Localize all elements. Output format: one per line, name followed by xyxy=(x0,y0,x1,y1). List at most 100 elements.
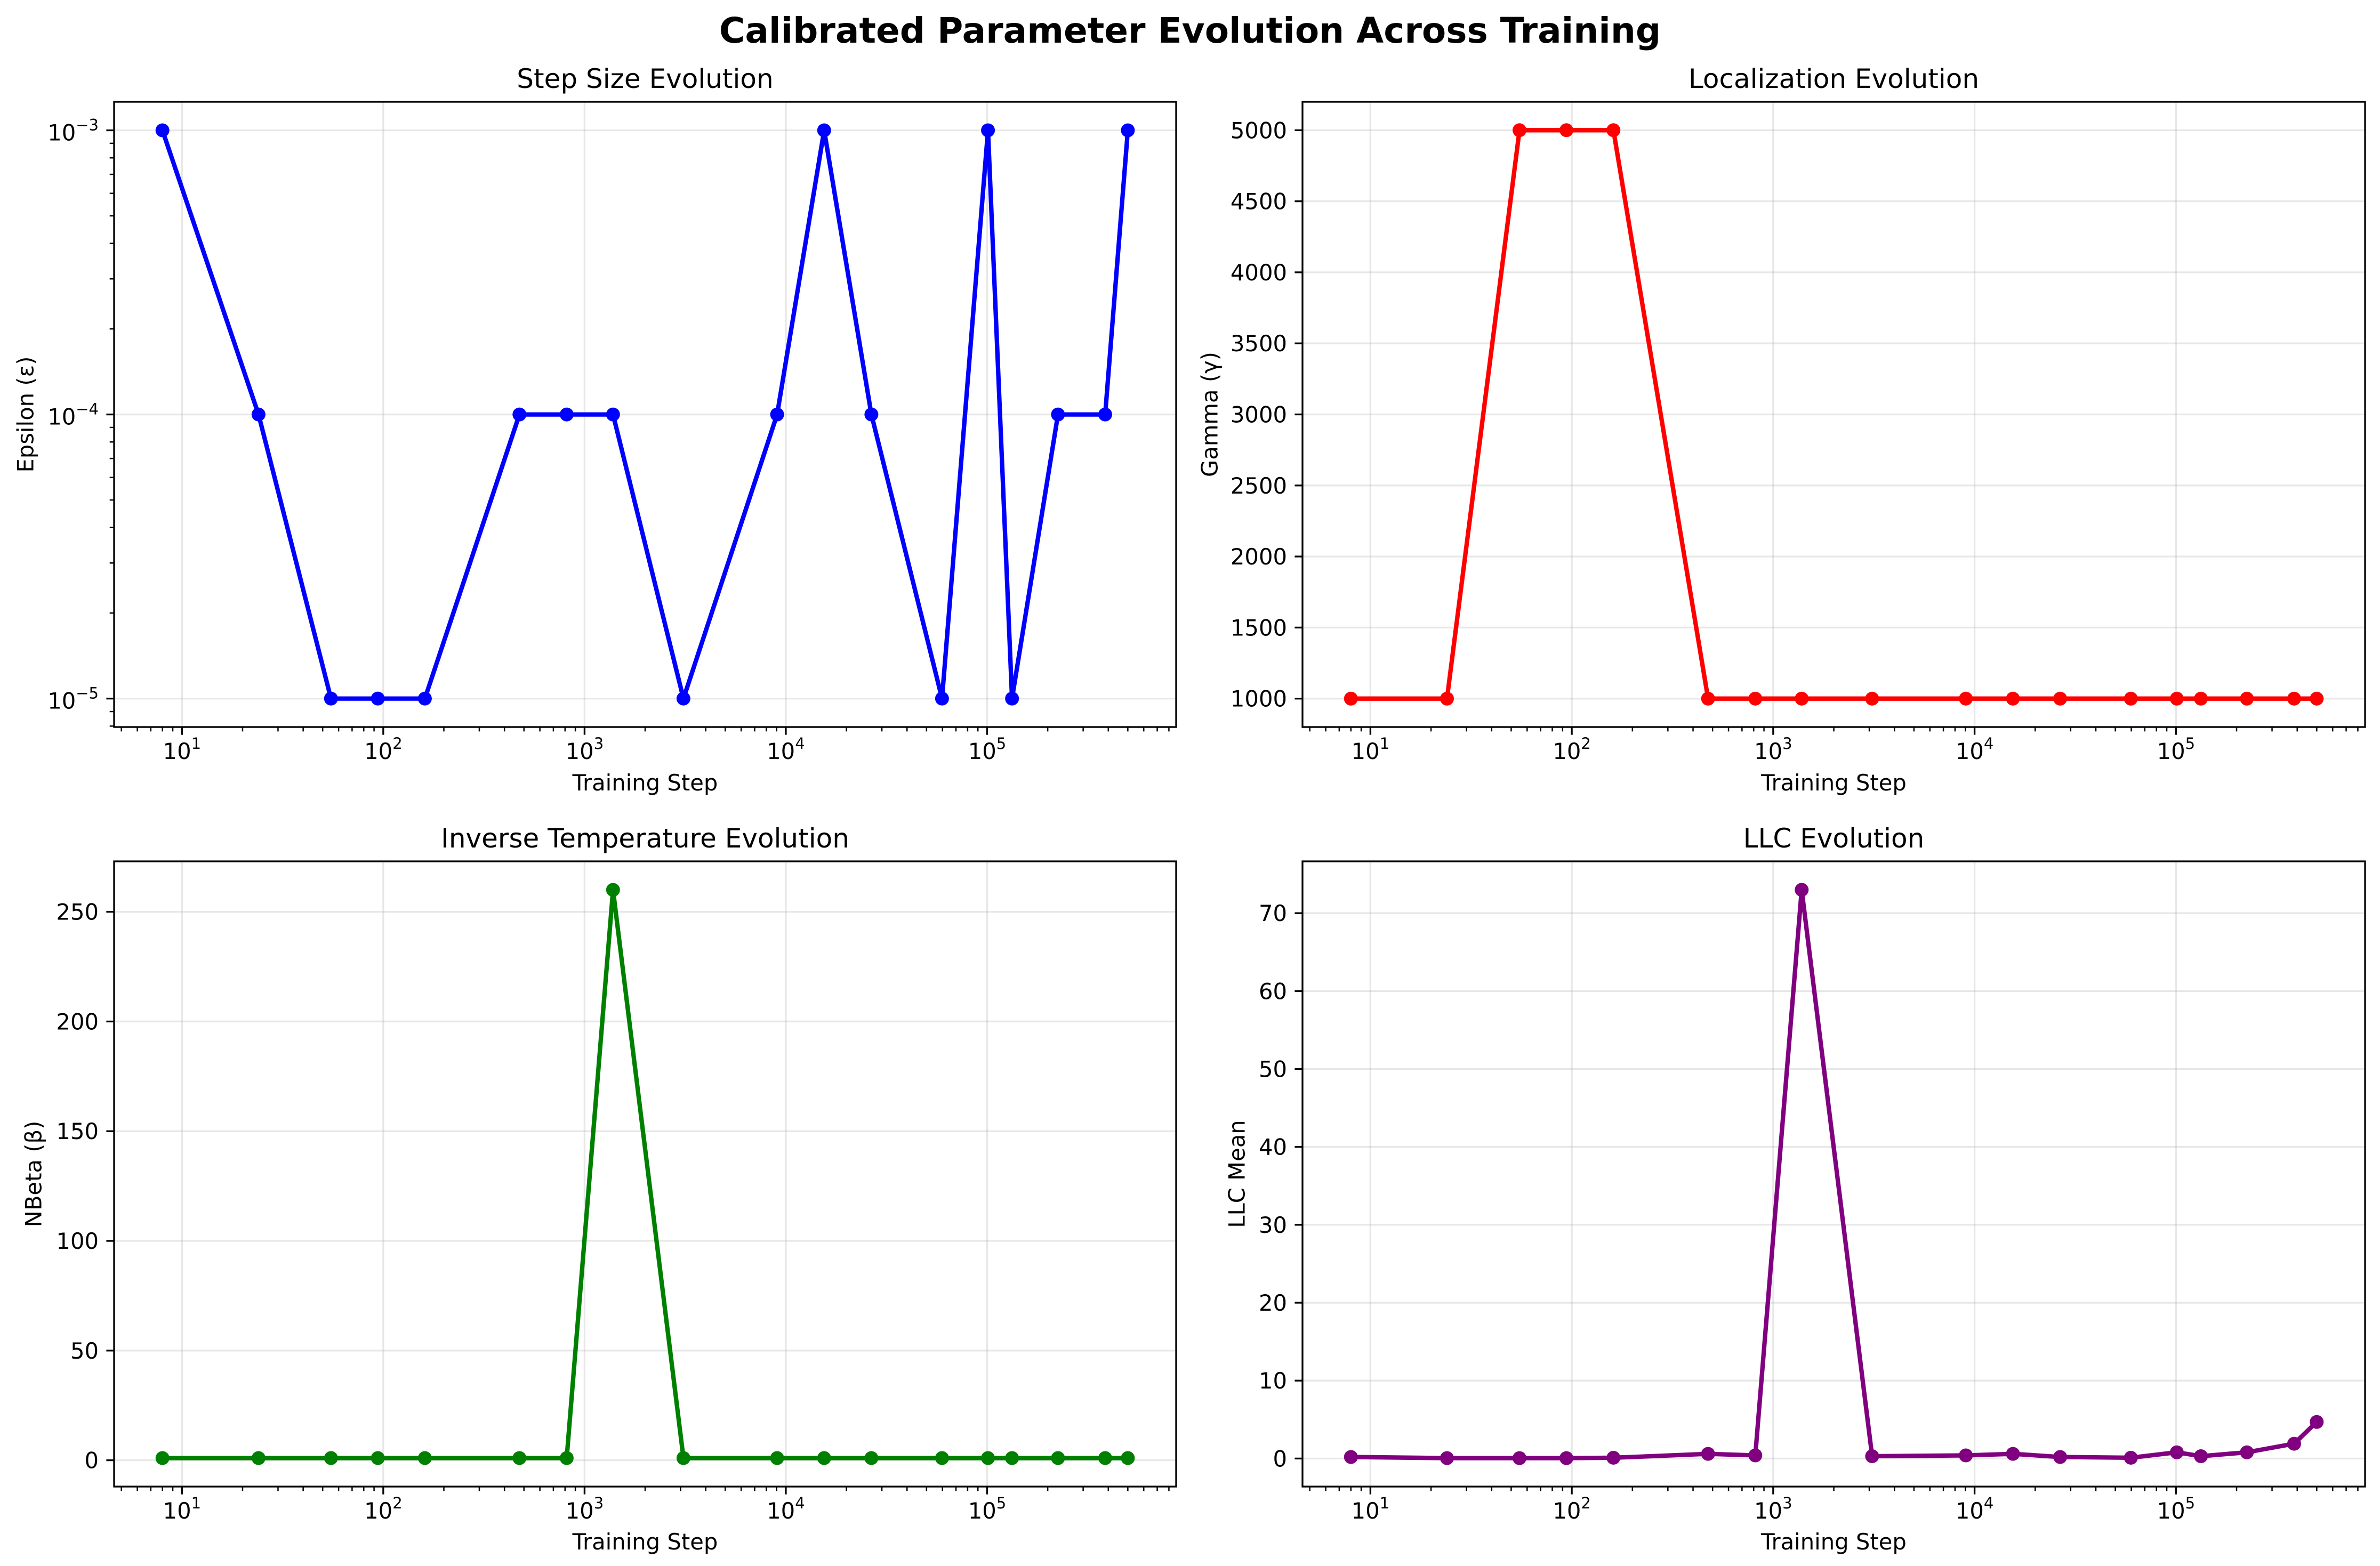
data-point xyxy=(1121,123,1135,138)
y-tick-label-base: 10 xyxy=(47,688,76,714)
data-point xyxy=(1606,1450,1621,1465)
x-tick-label-exponent: 4 xyxy=(795,734,805,753)
y-tick-label-exponent: −5 xyxy=(76,684,99,703)
x-tick-label-base: 10 xyxy=(968,1498,996,1524)
y-tick-label: 0 xyxy=(84,1448,99,1474)
data-point xyxy=(2169,1445,2184,1459)
data-point xyxy=(1795,691,1809,706)
y-tick-label: 3500 xyxy=(1231,330,1287,357)
data-point xyxy=(1098,407,1112,422)
series xyxy=(155,883,1135,1465)
x-tick-label: 103 xyxy=(566,734,604,764)
x-tick-label-exponent: 1 xyxy=(191,734,201,753)
data-point xyxy=(1051,1451,1065,1465)
y-tick-label-exponent: −3 xyxy=(76,116,99,134)
x-tick-label-exponent: 3 xyxy=(594,1494,604,1512)
data-point xyxy=(1559,123,1573,138)
x-tick-label-exponent: 1 xyxy=(1380,1494,1389,1512)
subplot-title: Step Size Evolution xyxy=(517,63,773,94)
x-axis-label: Training Step xyxy=(572,1529,718,1555)
data-point xyxy=(2053,691,2068,706)
y-tick-label: 50 xyxy=(70,1338,99,1364)
subplot-title: Inverse Temperature Evolution xyxy=(441,823,849,854)
y-tick-label: 1000 xyxy=(1231,686,1287,712)
y-tick-label: 10−4 xyxy=(47,400,99,430)
y-tick-label: 10−5 xyxy=(47,684,99,714)
x-tick-label-base: 10 xyxy=(1553,738,1581,764)
x-tick-label-exponent: 2 xyxy=(392,1494,402,1512)
data-point xyxy=(817,1451,831,1465)
x-tick-label-base: 10 xyxy=(163,1498,191,1524)
x-tick-label: 105 xyxy=(2157,734,2195,764)
y-tick-label: 10−3 xyxy=(47,116,99,146)
x-tick-label: 101 xyxy=(163,734,202,764)
y-axis-label: LLC Mean xyxy=(1224,1120,1250,1228)
data-point xyxy=(817,123,831,138)
series xyxy=(1344,123,2324,706)
x-tick-label-exponent: 3 xyxy=(1782,1494,1792,1512)
data-point xyxy=(2194,691,2208,706)
x-tick-label-base: 10 xyxy=(566,1498,594,1524)
data-point xyxy=(1959,691,1973,706)
grid xyxy=(114,102,1176,727)
data-point xyxy=(935,1451,949,1465)
data-point xyxy=(1344,1450,1358,1464)
y-axis-label: NBeta (β) xyxy=(21,1121,47,1228)
data-point xyxy=(864,407,879,422)
series-line xyxy=(1348,128,2319,701)
x-tick-label-exponent: 4 xyxy=(795,1494,805,1512)
y-tick-label: 1500 xyxy=(1231,615,1287,641)
x-tick-label-base: 10 xyxy=(1754,1498,1782,1524)
y-tick-label: 10 xyxy=(1259,1368,1287,1394)
data-point xyxy=(324,1451,338,1465)
y-tick-label-exponent: −4 xyxy=(76,400,99,418)
data-point xyxy=(324,691,338,706)
x-tick-label-exponent: 2 xyxy=(1581,734,1590,753)
x-tick-label-exponent: 3 xyxy=(1782,734,1792,753)
x-axis-label: Training Step xyxy=(1760,1529,1907,1555)
x-tick-label-base: 10 xyxy=(1956,738,1984,764)
x-tick-label-base: 10 xyxy=(1352,1498,1380,1524)
y-tick-label: 30 xyxy=(1259,1212,1287,1238)
x-tick-label: 105 xyxy=(968,1494,1007,1524)
x-tick-label-exponent: 4 xyxy=(1984,1494,1993,1512)
y-axis: 10−510−410−3 xyxy=(47,116,114,727)
data-point xyxy=(155,1451,170,1465)
data-point xyxy=(2240,1445,2254,1459)
data-point xyxy=(1005,1451,1019,1465)
x-axis: 101 102 103 104 105 xyxy=(120,727,1170,764)
x-axis-label: Training Step xyxy=(572,770,718,796)
data-point xyxy=(770,407,784,422)
x-tick-label: 103 xyxy=(1754,734,1792,764)
x-tick-label: 101 xyxy=(1352,734,1390,764)
x-tick-label: 103 xyxy=(566,1494,604,1524)
data-point xyxy=(1005,691,1019,706)
data-point xyxy=(512,1451,527,1465)
data-point xyxy=(1121,1451,1135,1465)
y-axis: 0 50 100 150 200 250 xyxy=(56,899,114,1474)
data-point xyxy=(2124,1450,2138,1465)
data-point xyxy=(2194,1449,2208,1463)
x-tick-label-exponent: 1 xyxy=(191,1494,201,1512)
series-line xyxy=(1348,887,2320,1460)
x-tick-label: 101 xyxy=(163,1494,202,1524)
x-tick-label-base: 10 xyxy=(364,738,392,764)
data-point xyxy=(1440,691,1454,706)
data-point xyxy=(2169,691,2184,706)
x-tick-label: 104 xyxy=(767,734,805,764)
x-tick-label-exponent: 2 xyxy=(1581,1494,1590,1512)
y-tick-label: 0 xyxy=(1273,1446,1287,1472)
y-tick-label: 70 xyxy=(1259,900,1287,926)
subplot-inverse-temperature: Inverse Temperature Evolution Training S… xyxy=(21,823,1177,1555)
x-tick-label: 104 xyxy=(767,1494,805,1524)
subplot-title: LLC Evolution xyxy=(1743,823,1925,854)
x-tick-label: 105 xyxy=(968,734,1007,764)
data-point xyxy=(2006,1447,2020,1461)
x-tick-label-exponent: 5 xyxy=(2185,734,2195,753)
y-tick-label: 4000 xyxy=(1231,260,1287,286)
data-point xyxy=(559,1451,574,1465)
y-tick-label: 200 xyxy=(56,1009,99,1035)
data-point xyxy=(2287,1436,2301,1451)
